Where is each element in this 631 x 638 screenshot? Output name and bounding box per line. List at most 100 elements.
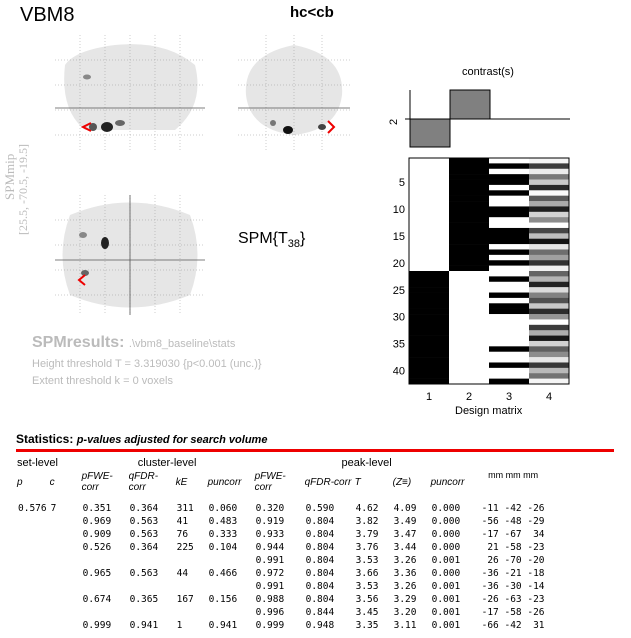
design-matrix-cell xyxy=(449,163,489,170)
table-cell: 21 -58 -23 xyxy=(481,542,545,553)
design-matrix-cell xyxy=(409,190,449,196)
design-matrix-cell xyxy=(409,335,449,342)
table-row[interactable]: 0.674 0.365 167 0.156 0.988 0.804 3.56 3.29 0.00… xyxy=(16,593,547,606)
design-matrix-col-tick: 2 xyxy=(466,391,472,403)
design-matrix-col-tick: 4 xyxy=(546,391,552,403)
design-matrix-cell xyxy=(489,335,529,342)
design-matrix-cell xyxy=(489,378,529,385)
design-matrix-cell xyxy=(489,303,529,309)
design-matrix-row-tick: 20 xyxy=(393,258,405,270)
design-matrix-cell xyxy=(449,308,489,315)
design-matrix-cell xyxy=(449,158,489,164)
table-row[interactable]: 0.999 0.941 1 0.941 0.999 0.948 3.35 3.11 0.001 -… xyxy=(16,619,547,632)
design-matrix-cell xyxy=(529,158,569,164)
table-cell: 3.66 xyxy=(355,568,379,579)
design-matrix-col-tick: 1 xyxy=(426,391,432,403)
design-matrix-cell xyxy=(489,265,529,272)
design-matrix-cell xyxy=(529,174,569,180)
design-matrix-cell xyxy=(449,340,489,347)
table-cell: 0.001 xyxy=(431,555,461,566)
table-cell xyxy=(81,580,128,593)
design-matrix-cell xyxy=(489,287,529,293)
table-cell xyxy=(207,606,254,619)
design-matrix[interactable]: 5 10 15 20 25 30 35 40 1 2 3 4 xyxy=(390,155,580,405)
design-matrix-cell xyxy=(529,367,569,374)
table-cell: 0.972 xyxy=(255,568,285,579)
design-matrix-cell xyxy=(529,373,569,379)
table-cell: 0.483 xyxy=(208,516,238,527)
design-matrix-cell xyxy=(449,260,489,266)
table-cell: 0.919 xyxy=(255,516,285,527)
design-matrix-cell xyxy=(449,362,489,369)
mip-coronal-panel[interactable] xyxy=(238,35,350,150)
col-pk-qfdr: qFDR-corr xyxy=(304,476,352,488)
table-cell xyxy=(16,567,49,580)
contrast-panel[interactable] xyxy=(380,80,570,160)
results-table: set-level cluster-level peak-level mm mm… xyxy=(16,456,547,632)
table-cell: -26 -63 -23 xyxy=(481,594,545,605)
results-path: .\vbm8_baseline\stats xyxy=(128,338,236,350)
design-matrix-cell xyxy=(529,340,569,347)
design-matrix-cell xyxy=(449,168,489,175)
table-cell: 3.53 xyxy=(355,581,379,592)
design-matrix-cell xyxy=(449,190,489,196)
design-matrix-cell xyxy=(489,254,529,261)
table-cell: 0.563 xyxy=(129,529,159,540)
design-matrix-cell xyxy=(409,271,449,277)
design-matrix-cell xyxy=(529,330,569,336)
table-cell: -36 -30 -14 xyxy=(481,581,545,592)
table-row[interactable]: 0.996 0.844 3.45 3.20 0.001 -17 -58 -26 xyxy=(16,606,547,619)
table-cell: 0.804 xyxy=(305,568,335,579)
col-cl-pfwe: pFWE-corr xyxy=(81,471,113,493)
table-row[interactable]: 0.991 0.804 3.53 3.26 0.001 26 -70 -20 xyxy=(16,554,547,567)
table-cell: 0.590 xyxy=(305,503,335,514)
design-matrix-cell xyxy=(489,314,529,320)
table-cell xyxy=(175,606,207,619)
table-cell: -66 -42 31 xyxy=(481,620,545,631)
design-matrix-cell xyxy=(489,276,529,283)
table-cell: 1 xyxy=(176,620,183,631)
table-row[interactable]: 0.526 0.364 225 0.104 0.944 0.804 3.76 3.44 0.00… xyxy=(16,541,547,554)
table-row[interactable]: 0.909 0.563 76 0.333 0.933 0.804 3.79 3.47 0.000… xyxy=(16,528,547,541)
col-cl-ke: kE xyxy=(175,476,188,488)
mip-axial-panel[interactable] xyxy=(55,195,205,315)
design-matrix-cell xyxy=(529,287,569,293)
design-matrix-row-tick: 5 xyxy=(399,177,405,189)
design-matrix-cell xyxy=(489,195,529,202)
table-row[interactable]: 0.969 0.563 41 0.483 0.919 0.804 3.82 3.49 0.000… xyxy=(16,515,547,528)
table-cell xyxy=(16,593,49,606)
table-cell: 0.001 xyxy=(431,607,461,618)
design-matrix-cell xyxy=(529,362,569,369)
design-matrix-cell xyxy=(449,314,489,320)
design-matrix-cell xyxy=(489,319,529,326)
design-matrix-cell xyxy=(529,163,569,170)
col-set-c: c xyxy=(49,476,55,488)
design-matrix-cell xyxy=(449,222,489,229)
table-cell xyxy=(49,619,81,632)
table-cell: 0.364 xyxy=(129,503,159,514)
extent-threshold: Extent threshold k = 0 voxels xyxy=(32,375,173,387)
design-matrix-cell xyxy=(489,174,529,180)
design-matrix-cell xyxy=(489,190,529,196)
table-cell: 0.365 xyxy=(129,594,159,605)
design-matrix-cell xyxy=(529,357,569,363)
design-matrix-cell xyxy=(529,292,569,299)
design-matrix-cell xyxy=(489,373,529,379)
col-pk-t: T xyxy=(354,476,361,488)
table-cell: 0.563 xyxy=(129,568,159,579)
design-matrix-cell xyxy=(409,346,449,353)
table-cell: -17 -67 34 xyxy=(481,529,545,540)
table-cell xyxy=(128,554,175,567)
table-cell: -17 -58 -26 xyxy=(481,607,545,618)
design-matrix-cell xyxy=(449,292,489,299)
table-row[interactable]: 0.965 0.563 44 0.466 0.972 0.804 3.66 3.36 0.000… xyxy=(16,567,547,580)
design-matrix-cell xyxy=(529,244,569,250)
design-matrix-cell xyxy=(529,222,569,229)
table-cell: 0.804 xyxy=(305,581,335,592)
table-row[interactable]: 0.991 0.804 3.53 3.26 0.001 -36 -30 -14 xyxy=(16,580,547,593)
mip-sagittal-panel[interactable] xyxy=(55,35,205,150)
design-matrix-cell xyxy=(489,211,529,218)
table-row[interactable]: 0.576 7 0.351 0.364 311 0.060 0.320 0.590 4.62 4.… xyxy=(16,502,547,515)
table-cell xyxy=(49,606,81,619)
design-matrix-cell xyxy=(449,238,489,245)
